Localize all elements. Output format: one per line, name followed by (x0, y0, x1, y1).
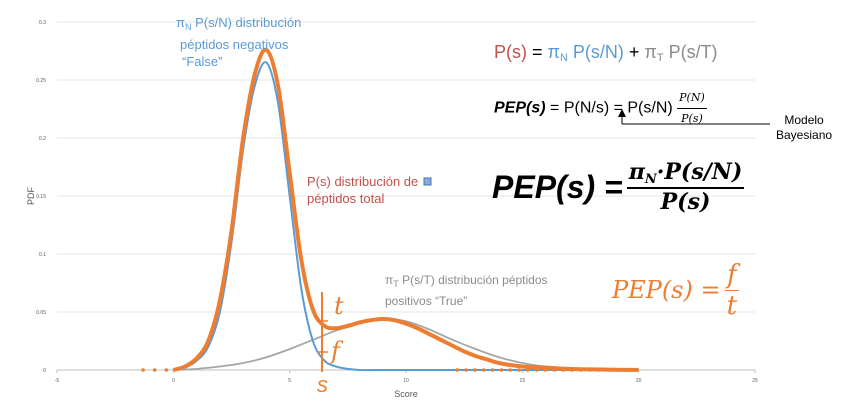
y-axis-title: PDF (26, 186, 36, 205)
y-tick-label: 0.05 (36, 310, 46, 316)
x-axis-title: Score (394, 389, 418, 399)
pep-ratio-formula: PEP(s) = f t (612, 259, 740, 321)
x-tick-label: -5 (55, 378, 60, 384)
pep-main-formula: PEP(s) = πN·P(s/N) P(s) (492, 159, 745, 215)
scatter-point (141, 368, 145, 372)
scatter-point (517, 368, 521, 372)
scatter-point (543, 368, 548, 372)
y-tick-label: 0.25 (36, 78, 46, 84)
s-label: s (317, 372, 328, 397)
series-line-0 (172, 47, 639, 372)
positive-distribution-label: πT P(s/T) distribución péptidos positivo… (385, 273, 548, 308)
t-label: t (334, 292, 344, 320)
scatter-point (605, 368, 610, 372)
scatter-point (508, 368, 513, 372)
scatter-point (526, 368, 530, 372)
scatter-point (464, 368, 468, 372)
scatter-point (473, 368, 477, 372)
y-tick-label: 0.1 (39, 252, 46, 258)
y-tick-label: 0.15 (36, 194, 46, 200)
scatter-point (534, 368, 539, 372)
scatter-point (588, 368, 592, 372)
scatter-point (623, 368, 627, 372)
scatter-point (552, 368, 557, 372)
scatter-point (579, 368, 583, 372)
arrow-head (618, 109, 626, 117)
scatter-point (561, 368, 566, 372)
x-tick-label: 10 (403, 378, 409, 384)
scatter-point (455, 368, 459, 372)
x-tick-label: 20 (636, 378, 642, 384)
y-tick-label: 0.3 (39, 20, 46, 26)
x-tick-label: 0 (172, 378, 175, 384)
scatter-point (164, 368, 169, 372)
x-tick-labels: -5 0 5 10 15 20 25 (55, 370, 758, 384)
total-probability-formula: P(s) = πN P(s/N) + πT P(s/T) (494, 42, 718, 64)
pep-bayes-formula: PEP(s) = P(N/s) = P(s/N) P(N) P(s) (494, 88, 707, 129)
scatter-point (499, 368, 504, 372)
x-tick-label: 5 (288, 378, 291, 384)
small-marker-square (423, 177, 432, 186)
scatter-points (141, 368, 636, 372)
scatter-point (490, 368, 495, 372)
gridlines (57, 21, 755, 313)
scatter-point (632, 368, 636, 372)
scatter-point (481, 368, 486, 372)
x-tick-label: 15 (520, 378, 526, 384)
y-tick-label: 0 (43, 368, 46, 374)
model-label: Modelo Bayesiano (776, 113, 833, 142)
scatter-point (614, 368, 619, 372)
negative-distribution-label: πN P(s/N) distribución péptidos negativo… (176, 15, 302, 69)
scatter-point (152, 368, 157, 372)
total-distribution-label: P(s) distribución de péptidos total (307, 174, 419, 206)
series-lines (172, 47, 639, 372)
series-line-2 (173, 317, 639, 371)
x-tick-label: 25 (752, 378, 758, 384)
y-tick-label: 0.2 (39, 136, 46, 142)
y-tick-labels: 0 0.05 0.1 0.15 0.2 0.25 0.3 (36, 20, 46, 374)
f-label: f (331, 337, 340, 365)
series-line-1 (173, 61, 639, 372)
scatter-point (570, 368, 574, 372)
scatter-point (596, 368, 601, 372)
